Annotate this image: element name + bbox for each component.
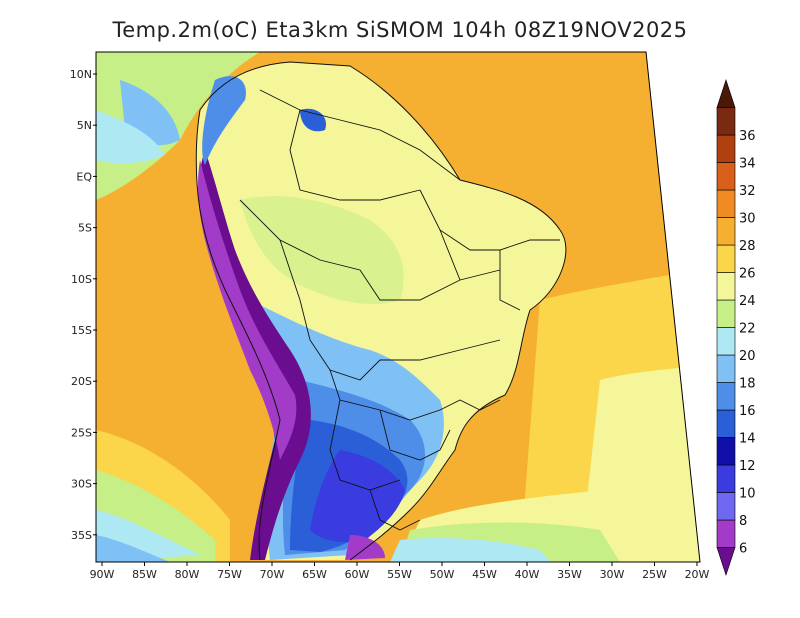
colorbar-label: 26: [739, 267, 756, 282]
colorbar-arrow-high: [716, 79, 736, 108]
lon-label-30w: 30W: [600, 568, 625, 581]
map-frame: [95, 51, 701, 563]
colorbar-label: 24: [739, 294, 756, 309]
colorbar-swatch: [716, 189, 736, 218]
lat-label-15s: 15S: [71, 324, 92, 337]
colorbar-label: 20: [739, 349, 756, 364]
latitude-axis: 10N 5N EQ 5S 10S 15S 20S 25S 30S 35S: [70, 68, 97, 542]
political-borders: [239, 89, 560, 531]
coastline: [199, 61, 567, 561]
lon-label-40w: 40W: [515, 568, 540, 581]
colorbar-label: 14: [739, 432, 756, 447]
lat-label-10s: 10S: [71, 273, 92, 286]
lat-label-20s: 20S: [71, 375, 92, 388]
lat-label-eq: EQ: [76, 170, 92, 183]
colorbar-label: 36: [739, 129, 756, 144]
colorbar-swatch: [716, 244, 736, 273]
lat-label-30s: 30S: [71, 478, 92, 491]
colorbar-swatch: [716, 299, 736, 328]
lon-label-60w: 60W: [345, 568, 370, 581]
colorbar-swatch: [716, 464, 736, 493]
colorbar-swatch: [716, 409, 736, 438]
map-title: Temp.2m(oC) Eta3km SiSMOM 104h 08Z19NOV2…: [112, 18, 688, 42]
lat-label-5s: 5S: [78, 222, 92, 235]
colorbar-swatch: [716, 162, 736, 191]
lon-label-25w: 25W: [642, 568, 667, 581]
colorbar-swatch: [716, 272, 736, 301]
colorbar-swatch: [716, 217, 736, 246]
colorbar-swatch: [716, 519, 736, 548]
colorbar-label: 10: [739, 487, 756, 502]
colorbar-swatch: [716, 437, 736, 466]
lon-label-45w: 45W: [472, 568, 497, 581]
colorbar-swatch: [716, 107, 736, 136]
colorbar-label: 28: [739, 239, 756, 254]
colorbar-arrow-low: [716, 547, 736, 576]
colorbar-label: 18: [739, 377, 756, 392]
lon-label-85w: 85W: [132, 568, 157, 581]
lon-label-70w: 70W: [260, 568, 285, 581]
lat-label-5n: 5N: [77, 119, 92, 132]
colorbar-swatch: [716, 492, 736, 521]
colorbar-label: 22: [739, 322, 756, 337]
colorbar-swatch: [716, 382, 736, 411]
lon-label-75w: 75W: [217, 568, 242, 581]
colorbar-label: 12: [739, 459, 756, 474]
lon-label-55w: 55W: [387, 568, 412, 581]
colorbar-label: 16: [739, 404, 756, 419]
colorbar: 6 8 10 12 14 16 18 20 22 24 26 28 30 32 34 36: [716, 79, 756, 576]
lon-label-50w: 50W: [430, 568, 455, 581]
lon-label-20w: 20W: [685, 568, 710, 581]
colorbar-label: 32: [739, 184, 756, 199]
lon-label-90w: 90W: [90, 568, 115, 581]
colorbar-label: 6: [739, 542, 747, 557]
coastline-west: [195, 109, 281, 561]
lon-label-65w: 65W: [302, 568, 327, 581]
longitude-axis: 90W 85W 80W 75W 70W 65W 60W 55W 50W 45W 40W 35W 30W 2…: [90, 562, 710, 581]
colorbar-swatch: [716, 354, 736, 383]
temperature-field: [96, 52, 700, 562]
colorbar-swatch: [716, 327, 736, 356]
colorbar-swatch: [716, 134, 736, 163]
lat-label-25s: 25S: [71, 426, 92, 439]
lon-label-35w: 35W: [557, 568, 582, 581]
colorbar-label: 34: [739, 157, 756, 172]
lon-label-80w: 80W: [175, 568, 200, 581]
lat-label-35s: 35S: [71, 529, 92, 542]
colorbar-label: 8: [739, 514, 747, 529]
lat-label-10n: 10N: [70, 68, 92, 81]
colorbar-label: 30: [739, 212, 756, 227]
